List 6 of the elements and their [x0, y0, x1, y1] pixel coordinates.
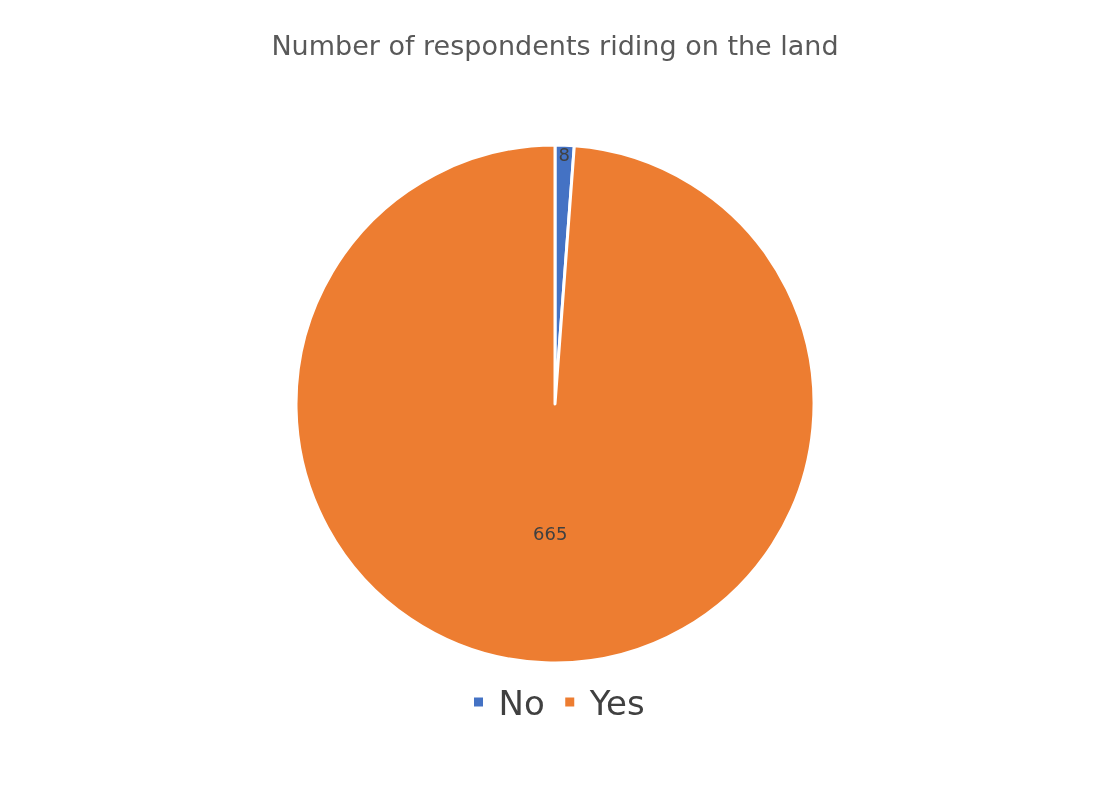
- pie-slice: [294, 143, 816, 665]
- data-label: 665: [532, 522, 568, 544]
- legend-label: No: [498, 683, 545, 724]
- legend-label: Yes: [588, 683, 645, 724]
- data-label: 8: [558, 144, 571, 165]
- chart-title: Number of respondents riding on the land: [271, 30, 839, 62]
